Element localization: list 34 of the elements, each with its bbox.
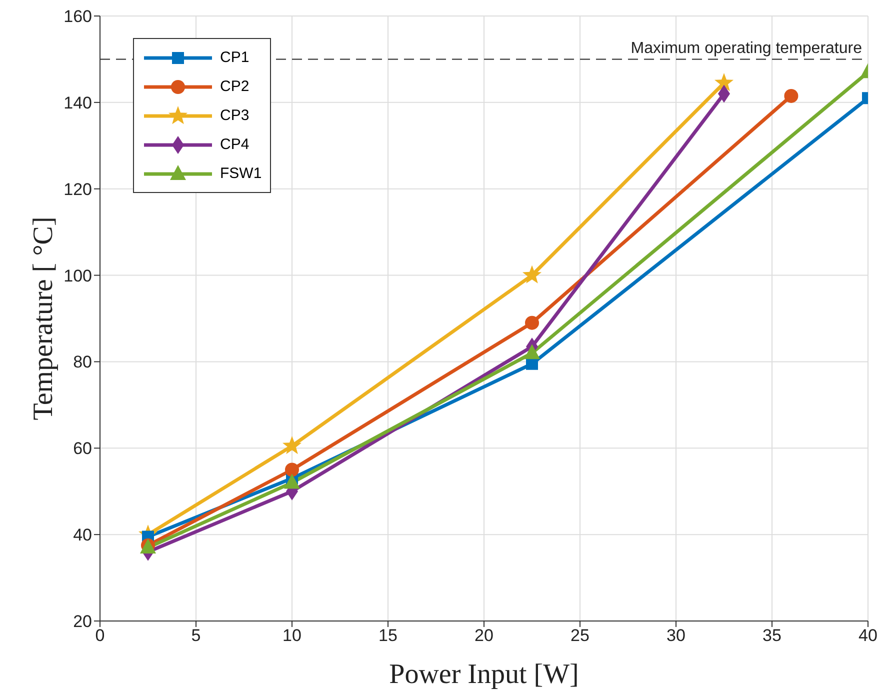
y-tick-label: 20 xyxy=(73,612,92,632)
legend-label: CP2 xyxy=(220,78,250,95)
x-tick-label: 20 xyxy=(474,626,494,646)
point xyxy=(285,462,299,477)
ref-line-label: Maximum operating temperature xyxy=(630,40,862,58)
point xyxy=(784,88,798,103)
y-tick-label: 60 xyxy=(73,439,92,458)
y-tick-label: 100 xyxy=(64,266,92,286)
point xyxy=(714,72,734,92)
x-tick-label: 10 xyxy=(282,626,302,646)
x-tick-label: 0 xyxy=(95,626,105,646)
legend-label: CP3 xyxy=(220,107,250,124)
y-tick-label: 40 xyxy=(73,526,92,545)
x-tick-label: 15 xyxy=(378,626,398,646)
y-tick-label: 140 xyxy=(64,93,92,112)
y-tick-label: 80 xyxy=(73,352,92,372)
x-tick-label: 35 xyxy=(762,626,782,646)
point xyxy=(525,316,539,330)
point xyxy=(522,265,542,284)
x-tick-label: 25 xyxy=(570,626,590,646)
legend-label: FSW1 xyxy=(220,165,262,182)
point xyxy=(284,474,300,489)
point xyxy=(524,344,540,360)
y-axis-title: Temperature [ °C] xyxy=(28,216,59,420)
legend-label: CP4 xyxy=(220,136,250,153)
x-tick-label: 30 xyxy=(666,626,686,646)
x-axis-title: Power Input [W] xyxy=(389,659,579,690)
y-tick-label: 160 xyxy=(64,7,92,26)
y-tick-label: 120 xyxy=(64,180,92,199)
point xyxy=(526,358,538,370)
x-tick-label: 5 xyxy=(191,626,201,646)
x-tick-label: 40 xyxy=(858,626,878,646)
point xyxy=(282,436,302,454)
legend-label: CP1 xyxy=(220,49,250,66)
